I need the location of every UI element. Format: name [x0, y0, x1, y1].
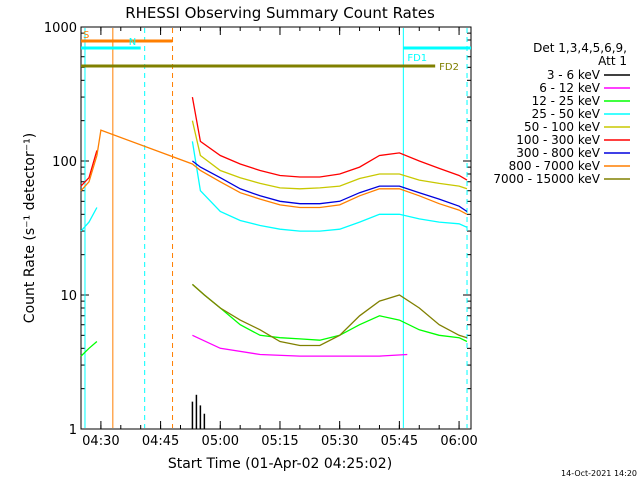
y-tick-label: 10 [60, 289, 77, 304]
chart: RHESSI Observing Summary Count Rates 1 10… [0, 0, 640, 480]
x-tick-label: 05:15 [261, 434, 298, 449]
x-tick-label: 04:30 [82, 434, 119, 449]
chart-title: RHESSI Observing Summary Count Rates [125, 4, 435, 22]
x-axis-label: Start Time (01-Apr-02 04:25:02) [168, 456, 392, 472]
x-tick-label: 05:30 [321, 434, 358, 449]
legend-entry-label: 6 - 12 keV [539, 81, 601, 95]
series-7000to15000keV-line [192, 284, 467, 345]
marker-label-fd2: FD2 [439, 62, 459, 73]
series-50to100keV-line [192, 121, 467, 189]
legend-entry-label: 25 - 50 keV [532, 107, 601, 121]
y-tick-label: 1000 [44, 21, 77, 36]
legend-entry-label: 800 - 7000 keV [509, 159, 601, 173]
x-tick-label: 05:00 [202, 434, 239, 449]
legend-entry-label: 7000 - 15000 keV [493, 172, 600, 186]
y-axis-label: Count Rate (s⁻¹ detector⁻¹) [22, 133, 38, 323]
legend-header-line-2: Att 1 [598, 54, 627, 68]
x-tick-label: 05:45 [381, 434, 418, 449]
legend-entry-label: 3 - 6 keV [547, 68, 601, 82]
legend-entry-label: 12 - 25 keV [532, 94, 601, 108]
footer-date: 14-Oct-2021 14:20 [561, 469, 637, 478]
plot-area: 1 10 100 1000 04:30 04:45 05:00 05:15 05:30 05:45… [44, 21, 478, 449]
legend-entry-label: 100 - 300 keV [516, 133, 600, 147]
series-300to800keV-line [192, 161, 467, 212]
marker-label-n: N [129, 37, 136, 48]
y-tick-label: 100 [52, 155, 77, 170]
legend-entry-label: 300 - 800 keV [516, 146, 600, 160]
legend-entry-label: 50 - 100 keV [524, 120, 601, 134]
series-800to7000keV-line [81, 130, 467, 214]
early-segment-1 [81, 208, 97, 232]
legend-header-line-1: Det 1,3,4,5,6,9, [533, 41, 627, 55]
x-tick-label: 04:45 [142, 434, 179, 449]
x-tick-label: 06:00 [440, 434, 477, 449]
y-tick-label: 1 [69, 423, 77, 438]
series-25to50keV-line [192, 141, 467, 231]
marker-label-s: S [83, 30, 89, 41]
marker-label-fd1: FD1 [407, 53, 427, 64]
series-100to300keV-line [192, 97, 467, 180]
